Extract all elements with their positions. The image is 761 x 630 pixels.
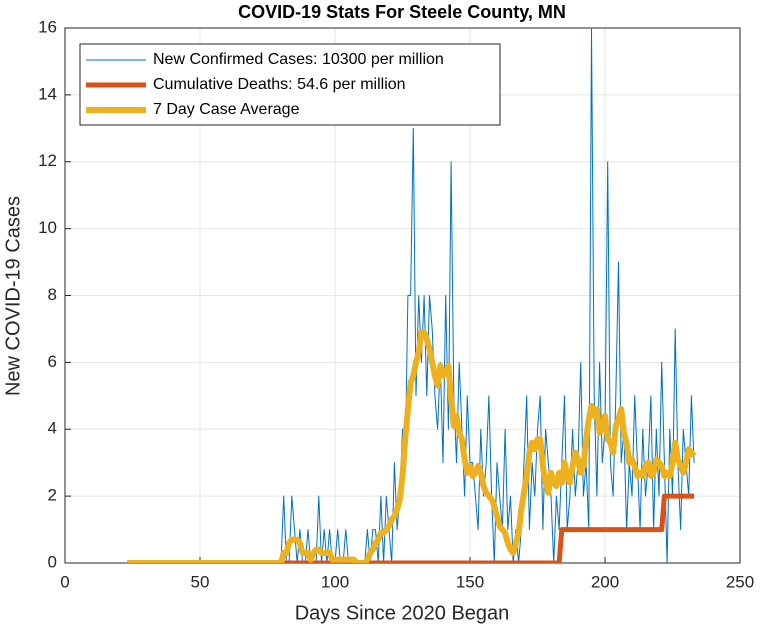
y-tick-label: 10 [38, 218, 57, 237]
x-tick-label: 50 [191, 572, 210, 591]
x-tick-label: 100 [321, 572, 349, 591]
y-tick-label: 12 [38, 151, 57, 170]
series-line [127, 27, 695, 563]
series-line [127, 493, 695, 563]
x-axis-label: Days Since 2020 Began [295, 602, 510, 624]
legend-label: New Confirmed Cases: 10300 per million [153, 51, 444, 68]
series-line [126, 329, 697, 563]
y-tick-label: 0 [48, 552, 57, 571]
legend-box [79, 43, 501, 126]
legend-label: Cumulative Deaths: 54.6 per million [153, 76, 406, 93]
chart-title: COVID-19 Stats For Steele County, MN [238, 2, 566, 22]
y-tick-label: 16 [38, 17, 57, 36]
x-tick-label: 150 [456, 572, 484, 591]
y-axis-label: New COVID-19 Cases [2, 196, 24, 396]
y-tick-label: 2 [48, 486, 57, 505]
x-tick-label: 200 [591, 572, 619, 591]
y-tick-label: 4 [48, 419, 57, 438]
y-tick-label: 14 [38, 84, 57, 103]
legend-label: 7 Day Case Average [153, 101, 300, 118]
y-tick-label: 6 [48, 352, 57, 371]
x-tick-label: 0 [60, 572, 69, 591]
x-tick-label: 250 [726, 572, 754, 591]
y-tick-label: 8 [48, 285, 57, 304]
